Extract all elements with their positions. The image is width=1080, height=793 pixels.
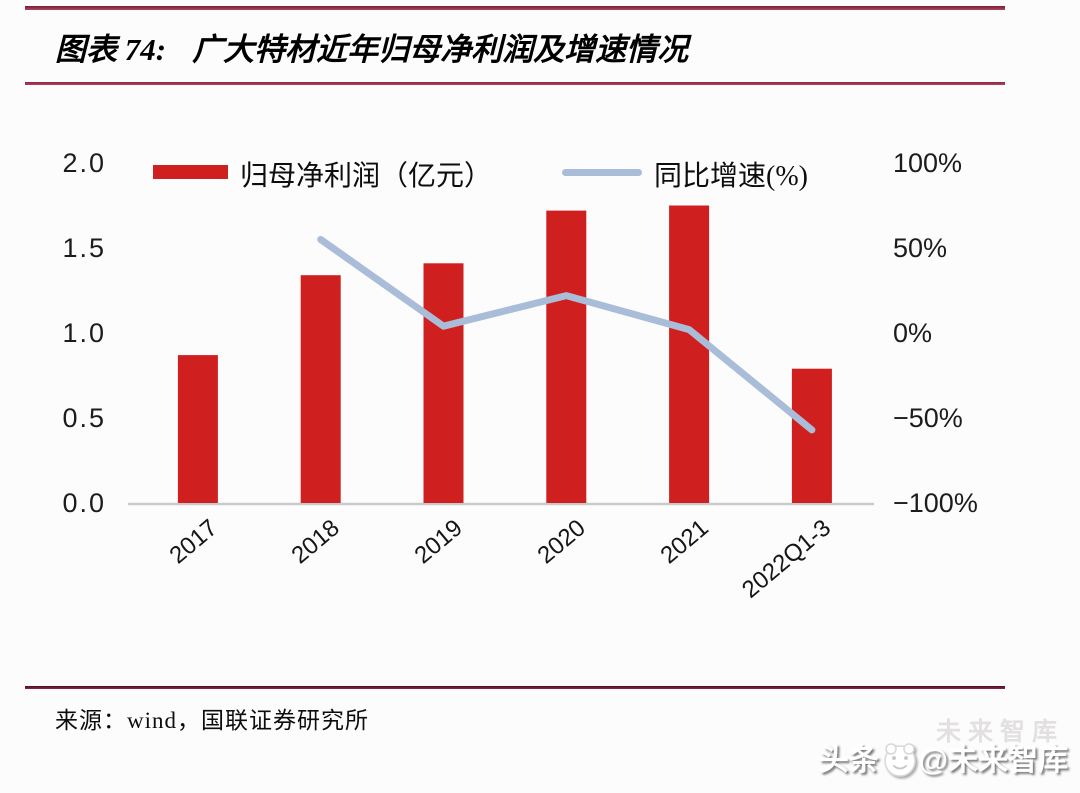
figure-title-text: 广大特材近年归母净利润及增速情况 [192,32,689,67]
source-text: 来源：wind，国联证券研究所 [55,708,369,733]
bar-2022Q1-3 [791,368,832,503]
legend-bar-label: 归母净利润（亿元） [240,161,493,192]
top-rule [25,6,1005,10]
left-axis-tick: 0.5 [62,403,106,433]
watermark-handle: @未来智库 [918,744,1068,777]
figure-title: 图表 74: 广大特材近年归母净利润及增速情况 [55,24,688,69]
figure-number-label: 图表 74: [55,32,167,67]
legend-line-swatch [562,169,642,176]
watermark-ghost-text: 未来智库 [935,718,1064,746]
legend-line-label: 同比增速(%) [654,161,808,192]
bar-2019 [423,263,464,503]
bar-2021 [669,205,710,503]
bar-2020 [546,210,587,503]
source-rule [25,686,1005,689]
legend-bar-swatch [153,165,228,179]
watermark-prefix: 头条 [818,744,879,777]
panda-logo-icon [883,743,916,777]
right-axis-tick: 50% [893,233,948,263]
left-axis-tick: 2.0 [62,148,106,178]
right-axis-tick: −100% [893,488,978,518]
bar-2018 [300,275,341,503]
left-axis-tick: 1.0 [62,318,106,348]
left-axis-tick: 0.0 [62,488,106,518]
right-axis-tick: 100% [893,148,963,178]
title-underline-rule [25,82,1005,85]
left-axis-tick: 1.5 [62,233,106,263]
right-axis-tick: −50% [893,403,963,433]
growth-line [317,236,816,434]
bar-2017 [177,355,218,503]
right-axis-tick: 0% [893,318,933,348]
watermark: 未来智库 头条 @未来智库 [819,712,1068,779]
